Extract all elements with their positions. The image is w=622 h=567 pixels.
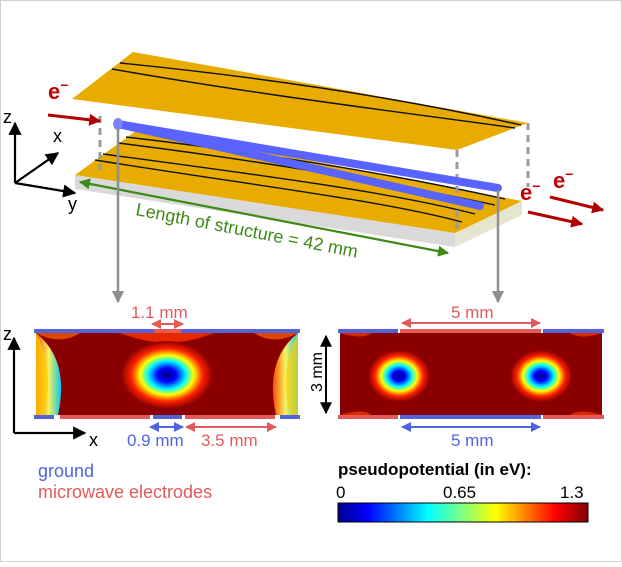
left-electrode-width-label: 3.5 mm: [201, 431, 258, 450]
left-bottom-gap-label: 0.9 mm: [127, 431, 184, 450]
left-bottom-ground-right: [280, 415, 300, 419]
left-top-center-electrode: [154, 329, 181, 333]
axis-3d-z-label: z: [3, 107, 12, 127]
left-top-ground-right: [181, 329, 300, 333]
electron-out-symbol-1: e−: [520, 178, 540, 205]
right-top-width-label: 5 mm: [451, 303, 494, 322]
colorbar-title: pseudopotential (in eV):: [338, 460, 532, 479]
right-potential-well-right: [510, 350, 572, 402]
right-cross-section: [338, 329, 604, 419]
right-top-ground-right: [543, 329, 604, 333]
right-top-electrode: [400, 329, 541, 333]
axis-3d-y-label: y: [68, 194, 77, 214]
colorbar: [337, 502, 589, 523]
dashed-edges: [98, 116, 530, 230]
right-top-ground-left: [338, 329, 398, 333]
bottom-slab-edge: [455, 201, 522, 247]
left-top-gap-label: 1.1 mm: [131, 303, 188, 322]
right-potential-well-left: [368, 350, 430, 402]
colorbar-max-label: 1.3: [560, 483, 584, 502]
right-bottom-electrode-right: [543, 415, 604, 419]
right-height-label: 3 mm: [309, 352, 326, 392]
axis-3d-x-label: x: [53, 126, 62, 146]
colorbar-mid-label: 0.65: [443, 483, 476, 502]
electron-out-arrow-2: [527, 210, 584, 228]
axis-2d-x-label: x: [89, 430, 98, 450]
right-bottom-ground: [400, 415, 541, 419]
left-potential-well: [121, 341, 213, 409]
beam-entrance: [113, 118, 123, 130]
left-bottom-electrode-left: [60, 415, 150, 419]
electron-out-symbol-2: e−: [553, 166, 573, 193]
legend-ground: ground: [38, 461, 94, 481]
left-cross-section: [34, 329, 300, 419]
electron-in-arrow: [47, 113, 102, 126]
top-plate-gaps: [111, 62, 522, 129]
legend-microwave-electrodes: microwave electrodes: [38, 482, 212, 502]
left-bottom-electrode-right: [185, 415, 275, 419]
electron-in-symbol: e−: [48, 77, 68, 104]
axis-2d-z-label: z: [3, 324, 12, 344]
electron-out-arrow-1: [549, 195, 605, 214]
axes-2d: [7, 336, 87, 440]
axes-3d: [8, 121, 77, 198]
left-bottom-ground-left: [34, 415, 54, 419]
length-arrow: [78, 178, 450, 257]
left-top-ground-left: [34, 329, 154, 333]
right-bottom-electrode-left: [338, 415, 398, 419]
right-bottom-width-label: 5 mm: [451, 431, 494, 450]
colorbar-min-label: 0: [336, 483, 345, 502]
left-bottom-ground-center: [153, 415, 182, 419]
top-electrode-plate: [72, 52, 528, 150]
